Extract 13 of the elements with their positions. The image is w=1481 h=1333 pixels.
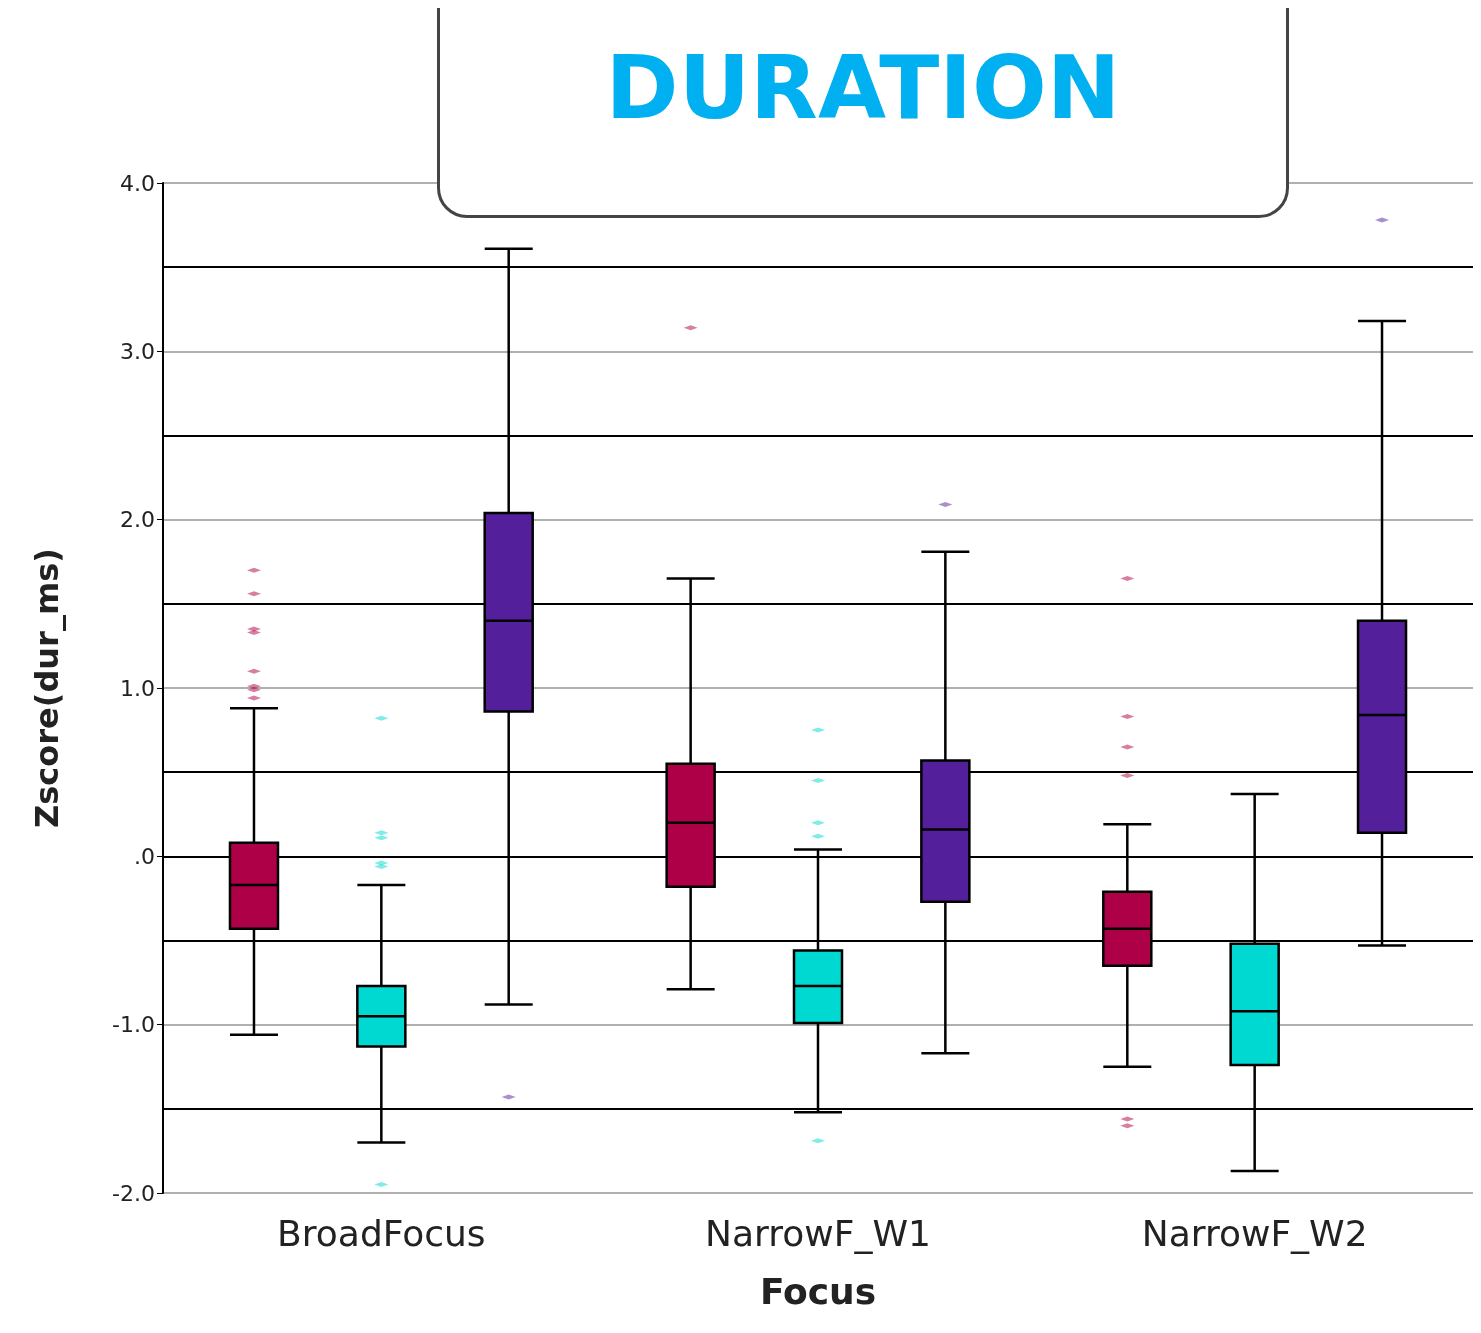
y-tick-label: -2.0	[112, 1180, 155, 1206]
x-tick-label: BroadFocus	[277, 1212, 486, 1254]
y-tick-label: 4.0	[120, 170, 155, 196]
y-tick-label: -1.0	[112, 1012, 155, 1038]
y-axis-title: Zscore(dur_ms)	[28, 548, 66, 828]
chart-title: DURATION	[604, 36, 1122, 139]
x-tick-label: NarrowF_W1	[705, 1212, 931, 1254]
x-tick-label: NarrowF_W2	[1141, 1212, 1368, 1254]
y-tick-label: 3.0	[120, 338, 155, 364]
x-axis-title: Focus	[759, 1270, 877, 1312]
y-tick-label: .0	[134, 843, 155, 869]
y-tick-label: 1.0	[120, 675, 155, 701]
y-tick-label: 2.0	[120, 507, 155, 533]
